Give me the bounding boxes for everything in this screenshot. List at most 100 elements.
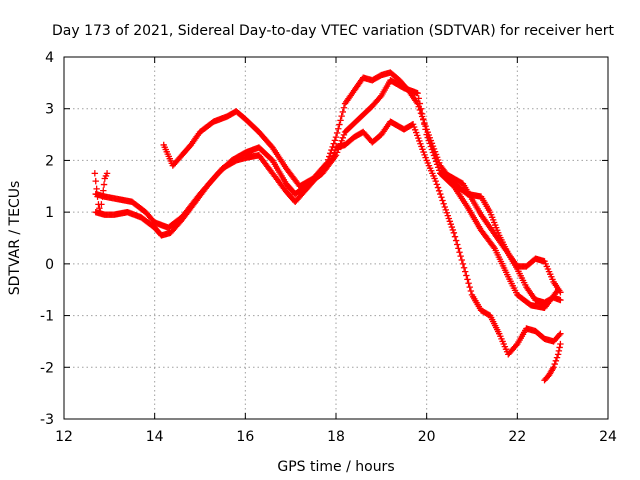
data-point [331, 153, 339, 160]
data-point [436, 159, 443, 167]
data-point [433, 181, 441, 188]
data-point [552, 357, 560, 365]
data-point [413, 129, 420, 136]
data-point [425, 131, 432, 139]
y-tick-label: 4 [45, 50, 54, 66]
y-tick-label: 0 [45, 257, 54, 273]
data-point [416, 106, 424, 114]
data-point [422, 154, 429, 161]
x-axis-label: GPS time / hours [277, 459, 394, 475]
data-point [420, 116, 427, 123]
y-tick-label: -1 [40, 309, 54, 325]
data-point [463, 272, 470, 279]
data-point [416, 137, 423, 145]
data-point [421, 119, 428, 127]
series-sat-b [92, 77, 562, 312]
data-point [433, 154, 441, 161]
data-point [418, 143, 425, 150]
data-point [324, 156, 332, 163]
data-point [327, 150, 334, 157]
data-point [414, 100, 421, 107]
data-point [556, 331, 563, 339]
data-point [467, 287, 475, 295]
data-point [557, 289, 564, 296]
data-point [438, 194, 445, 201]
data-point [440, 200, 447, 207]
data-point [444, 212, 452, 219]
data-point [420, 148, 427, 156]
data-point [557, 330, 564, 337]
data-point [449, 226, 457, 234]
data-point [457, 252, 464, 260]
data-point [332, 133, 340, 141]
data-point [550, 364, 557, 371]
data-point [332, 152, 340, 159]
data-point [556, 344, 563, 351]
data-point [446, 218, 454, 225]
data-point [99, 193, 106, 200]
data-points [91, 69, 564, 384]
data-point [333, 149, 341, 156]
data-point [93, 185, 100, 193]
y-tick-label: 2 [45, 153, 54, 169]
y-tick-labels: -3 -2 -1 0 1 2 3 4 [40, 50, 54, 428]
data-point [430, 145, 438, 153]
data-point [434, 156, 442, 164]
data-point [330, 140, 337, 147]
data-point [551, 360, 558, 368]
x-tick-label: 22 [508, 429, 526, 445]
data-point [103, 170, 111, 177]
y-tick-label: -3 [40, 412, 54, 428]
data-point [338, 137, 345, 144]
data-point [100, 181, 108, 188]
data-point [414, 90, 421, 97]
data-point [454, 241, 461, 248]
x-tick-label: 20 [418, 429, 436, 445]
data-point [441, 203, 448, 211]
data-point [447, 221, 455, 228]
data-point [418, 113, 426, 120]
data-point [335, 125, 342, 132]
data-point [91, 170, 99, 177]
data-point [428, 140, 436, 147]
data-point [424, 128, 431, 136]
data-point [415, 134, 422, 142]
data-point [333, 129, 341, 137]
data-point [322, 161, 330, 168]
data-point [464, 276, 471, 283]
data-point [435, 187, 443, 195]
data-point [97, 208, 104, 216]
data-point [337, 140, 344, 147]
data-point [448, 223, 456, 231]
series-sat-a [92, 118, 564, 358]
data-point [411, 126, 419, 133]
x-tick-labels: 12 14 16 18 20 22 24 [55, 429, 617, 445]
series-sat-d [437, 170, 564, 306]
x-tick-label: 16 [236, 429, 254, 445]
data-point [443, 209, 451, 216]
data-point [439, 197, 446, 204]
data-point [459, 260, 467, 268]
data-point [455, 245, 462, 252]
data-point [409, 121, 417, 128]
data-point [415, 103, 422, 110]
data-point [432, 151, 440, 158]
data-point [100, 187, 107, 194]
data-point [410, 123, 418, 131]
data-point [431, 148, 439, 155]
data-point [326, 153, 333, 160]
data-point [423, 126, 430, 133]
data-point [434, 184, 442, 191]
data-point [445, 215, 453, 222]
grid-lines [64, 57, 608, 419]
data-point [329, 143, 336, 151]
series-sat-f [541, 340, 564, 384]
data-point [323, 159, 331, 167]
data-point [429, 142, 437, 150]
x-tick-label: 14 [146, 429, 164, 445]
data-point [557, 340, 564, 348]
data-point [340, 131, 348, 139]
chart-title: Day 173 of 2021, Sidereal Day-to-day VTE… [52, 23, 614, 39]
data-point [335, 146, 342, 153]
data-point [427, 137, 435, 144]
